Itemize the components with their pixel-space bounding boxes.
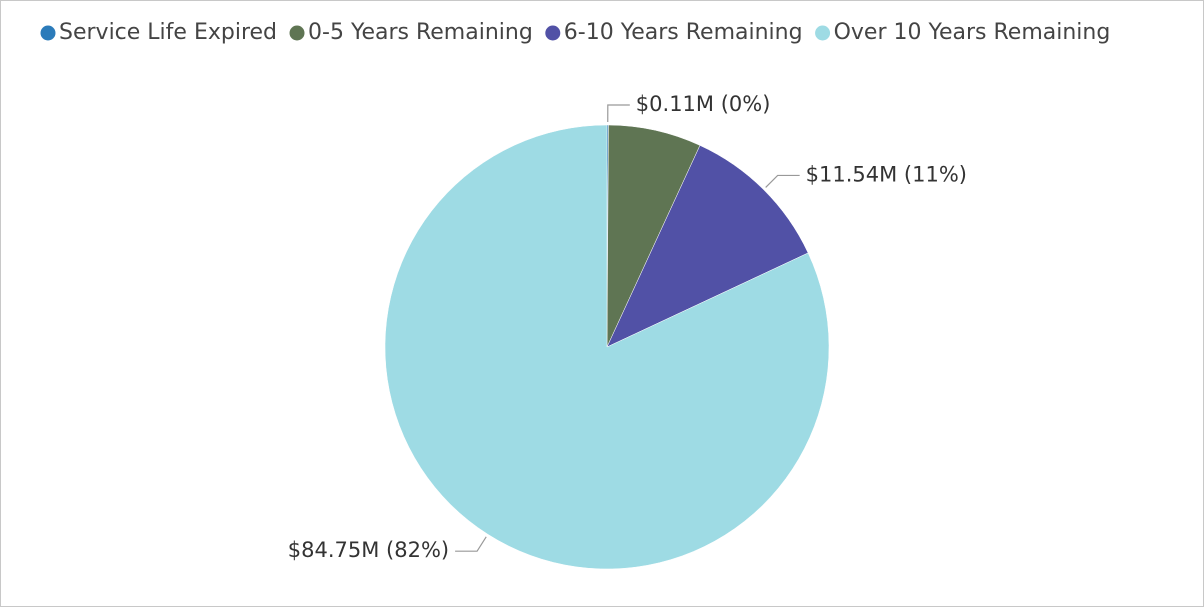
legend-label: 6-10 Years Remaining	[564, 20, 803, 45]
leader-line	[607, 104, 630, 123]
legend-swatch	[289, 25, 305, 41]
legend-swatch	[815, 25, 831, 41]
data-label: $84.75M (82%)	[288, 538, 449, 562]
legend-swatch	[40, 25, 56, 41]
leader-line	[765, 174, 800, 188]
pie-slice	[606, 145, 809, 348]
legend: Service Life Expired 0-5 Years Remaining 6…	[40, 20, 1111, 45]
legend-label: Over 10 Years Remaining	[834, 20, 1111, 45]
leader-line	[455, 536, 487, 552]
data-label: $11.54M (11%)	[806, 162, 967, 186]
data-labels: $0.11M (0%) $11.54M (11%) $84.75M (82%)	[288, 92, 967, 562]
legend-label: Service Life Expired	[59, 20, 277, 45]
data-label: $0.11M (0%)	[636, 92, 771, 116]
legend-label: 0-5 Years Remaining	[308, 20, 533, 45]
pie	[384, 124, 830, 570]
pie-slice	[384, 124, 830, 570]
legend-swatch	[545, 25, 561, 41]
